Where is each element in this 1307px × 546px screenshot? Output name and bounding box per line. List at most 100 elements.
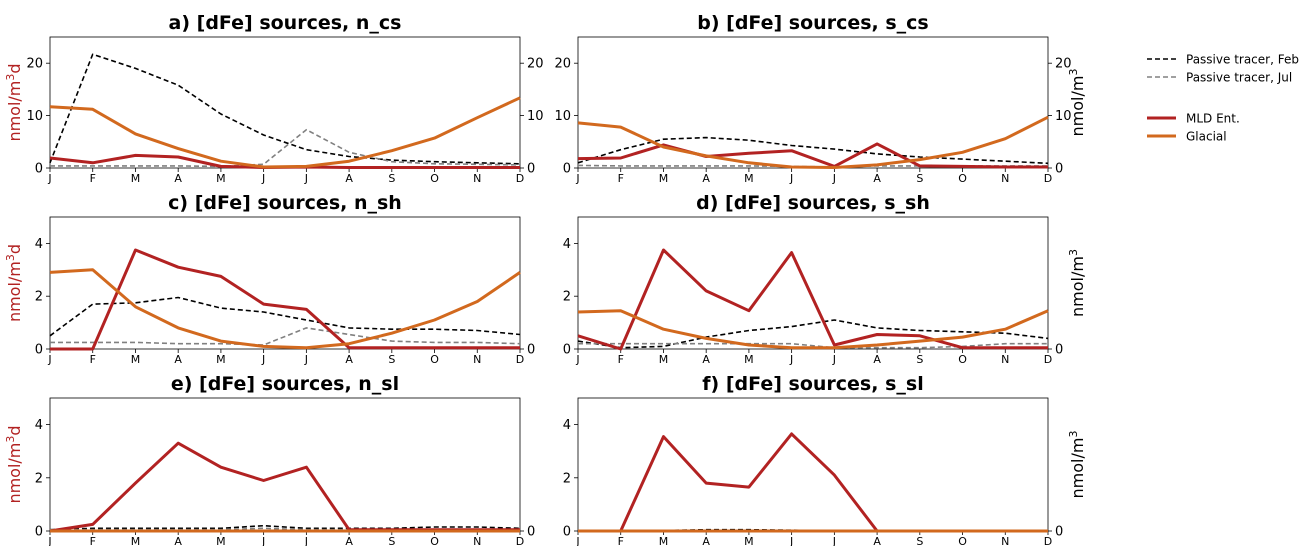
x-tick-label: M bbox=[744, 353, 754, 366]
x-tick-label: F bbox=[618, 172, 624, 185]
x-tick-label: A bbox=[345, 172, 353, 185]
x-tick-label: F bbox=[618, 353, 624, 366]
x-tick-label: F bbox=[618, 535, 624, 546]
x-tick-label: M bbox=[216, 353, 226, 366]
legend-label-mld: MLD Ent. bbox=[1186, 112, 1240, 126]
panel-d: d) [dFe] sources, s_shJ F M A M J J A S O N D0240nm… bbox=[563, 192, 1087, 366]
right-y-axis-label: nmol/m3 bbox=[1067, 69, 1087, 137]
x-tick-label: M bbox=[744, 535, 754, 546]
panel-title: b) [dFe] sources, s_cs bbox=[697, 12, 929, 34]
series-line-mld bbox=[50, 248, 520, 351]
x-tick-label: M bbox=[744, 172, 754, 185]
x-tick-label: M bbox=[659, 172, 669, 185]
legend-label-feb: Passive tracer, Feb bbox=[1186, 53, 1299, 67]
right-y-tick-label: 20 bbox=[527, 57, 544, 72]
panel-b: b) [dFe] sources, s_csJ F M A M J J A S O N D010200… bbox=[554, 12, 1087, 185]
x-tick-label: J bbox=[789, 353, 793, 366]
plot-frame bbox=[577, 397, 1049, 532]
right-y-tick-label: 0 bbox=[1055, 162, 1063, 177]
x-tick-label: N bbox=[473, 353, 481, 366]
x-tick-label: S bbox=[388, 535, 395, 546]
x-tick-label: O bbox=[430, 172, 439, 185]
left-y-tick-label: 2 bbox=[35, 290, 43, 305]
right-y-tick-label: 10 bbox=[1055, 109, 1072, 124]
left-y-tick-label: 4 bbox=[563, 418, 571, 433]
left-y-tick-label: 4 bbox=[35, 237, 43, 252]
right-y-axis-label: nmol/m3 bbox=[1067, 249, 1087, 317]
series-line-mld bbox=[578, 432, 1048, 533]
series-line-mld bbox=[577, 248, 1048, 351]
left-y-tick-label: 10 bbox=[554, 109, 571, 124]
left-y-tick-label: 2 bbox=[35, 471, 43, 486]
x-tick-label: A bbox=[174, 535, 182, 546]
x-tick-label: J bbox=[832, 172, 836, 185]
x-tick-label: M bbox=[131, 353, 141, 366]
x-tick-label: O bbox=[958, 172, 967, 185]
series-line-mld bbox=[49, 441, 520, 533]
x-tick-label: F bbox=[90, 172, 96, 185]
right-y-axis-label: nmol/m3 bbox=[1067, 431, 1087, 499]
plot-frame bbox=[49, 397, 521, 532]
right-y-tick-label: 0 bbox=[1055, 343, 1063, 358]
left-y-tick-label: 0 bbox=[563, 162, 571, 177]
x-tick-label: D bbox=[516, 353, 524, 366]
x-tick-label: N bbox=[1001, 172, 1009, 185]
x-tick-label: J bbox=[304, 535, 308, 546]
x-tick-label: J bbox=[304, 172, 308, 185]
x-tick-label: D bbox=[516, 535, 524, 546]
panel-f: f) [dFe] sources, s_slJ F M A M J J A S O N D0240nm… bbox=[563, 373, 1087, 546]
left-y-tick-label: 20 bbox=[26, 57, 43, 72]
x-tick-label: J bbox=[789, 172, 793, 185]
series-line-feb bbox=[577, 136, 1049, 165]
right-y-tick-label: 20 bbox=[1055, 57, 1072, 72]
x-tick-label: N bbox=[473, 535, 481, 546]
x-tick-label: O bbox=[958, 535, 967, 546]
x-tick-label: N bbox=[1001, 535, 1009, 546]
left-y-tick-label: 4 bbox=[563, 237, 571, 252]
right-y-tick-label: 0 bbox=[527, 162, 535, 177]
panel-a: a) [dFe] sources, n_csJ F M A M J J A S O N D010200… bbox=[4, 12, 544, 185]
x-tick-label: M bbox=[131, 535, 141, 546]
x-tick-label: M bbox=[216, 535, 226, 546]
x-tick-label: J bbox=[575, 353, 579, 366]
x-tick-label: S bbox=[916, 535, 923, 546]
left-y-tick-label: 0 bbox=[563, 343, 571, 358]
panel-c: c) [dFe] sources, n_shJ F M A M J J A S O N D0240nm… bbox=[4, 192, 535, 366]
left-y-tick-label: 0 bbox=[35, 525, 43, 540]
legend-label-glacial: Glacial bbox=[1186, 130, 1227, 144]
left-y-axis-label: nmol/m3d bbox=[4, 425, 24, 503]
x-tick-label: O bbox=[430, 535, 439, 546]
panel-title: f) [dFe] sources, s_sl bbox=[702, 373, 923, 395]
x-tick-label: F bbox=[90, 353, 96, 366]
x-tick-label: D bbox=[1044, 535, 1052, 546]
series-line-jul bbox=[50, 527, 520, 531]
panel-e: e) [dFe] sources, n_slJ F M A M J J A S O N D0240nm… bbox=[4, 373, 535, 546]
left-y-axis-label: nmol/m3d bbox=[4, 244, 24, 322]
x-tick-label: J bbox=[261, 535, 265, 546]
x-tick-label: J bbox=[47, 353, 51, 366]
x-tick-label: S bbox=[916, 172, 923, 185]
x-tick-label: A bbox=[702, 172, 710, 185]
series-line-jul bbox=[50, 327, 521, 346]
series-line-glacial bbox=[577, 309, 1049, 350]
left-y-tick-label: 10 bbox=[26, 109, 43, 124]
x-tick-label: O bbox=[958, 353, 967, 366]
x-tick-label: J bbox=[47, 535, 51, 546]
x-tick-label: S bbox=[388, 172, 395, 185]
x-tick-label: J bbox=[575, 172, 579, 185]
x-tick-label: J bbox=[789, 535, 793, 546]
x-tick-label: A bbox=[873, 172, 881, 185]
x-tick-label: D bbox=[516, 172, 524, 185]
right-y-tick-label: 0 bbox=[527, 525, 535, 540]
x-tick-label: A bbox=[702, 353, 710, 366]
x-tick-label: A bbox=[873, 535, 881, 546]
right-y-tick-label: 10 bbox=[527, 109, 544, 124]
series-line-glacial bbox=[577, 115, 1049, 169]
x-tick-label: J bbox=[832, 535, 836, 546]
x-tick-label: D bbox=[1044, 353, 1052, 366]
x-tick-label: N bbox=[473, 172, 481, 185]
panel-title: c) [dFe] sources, n_sh bbox=[168, 192, 402, 214]
x-tick-label: A bbox=[174, 172, 182, 185]
left-y-tick-label: 2 bbox=[563, 290, 571, 305]
